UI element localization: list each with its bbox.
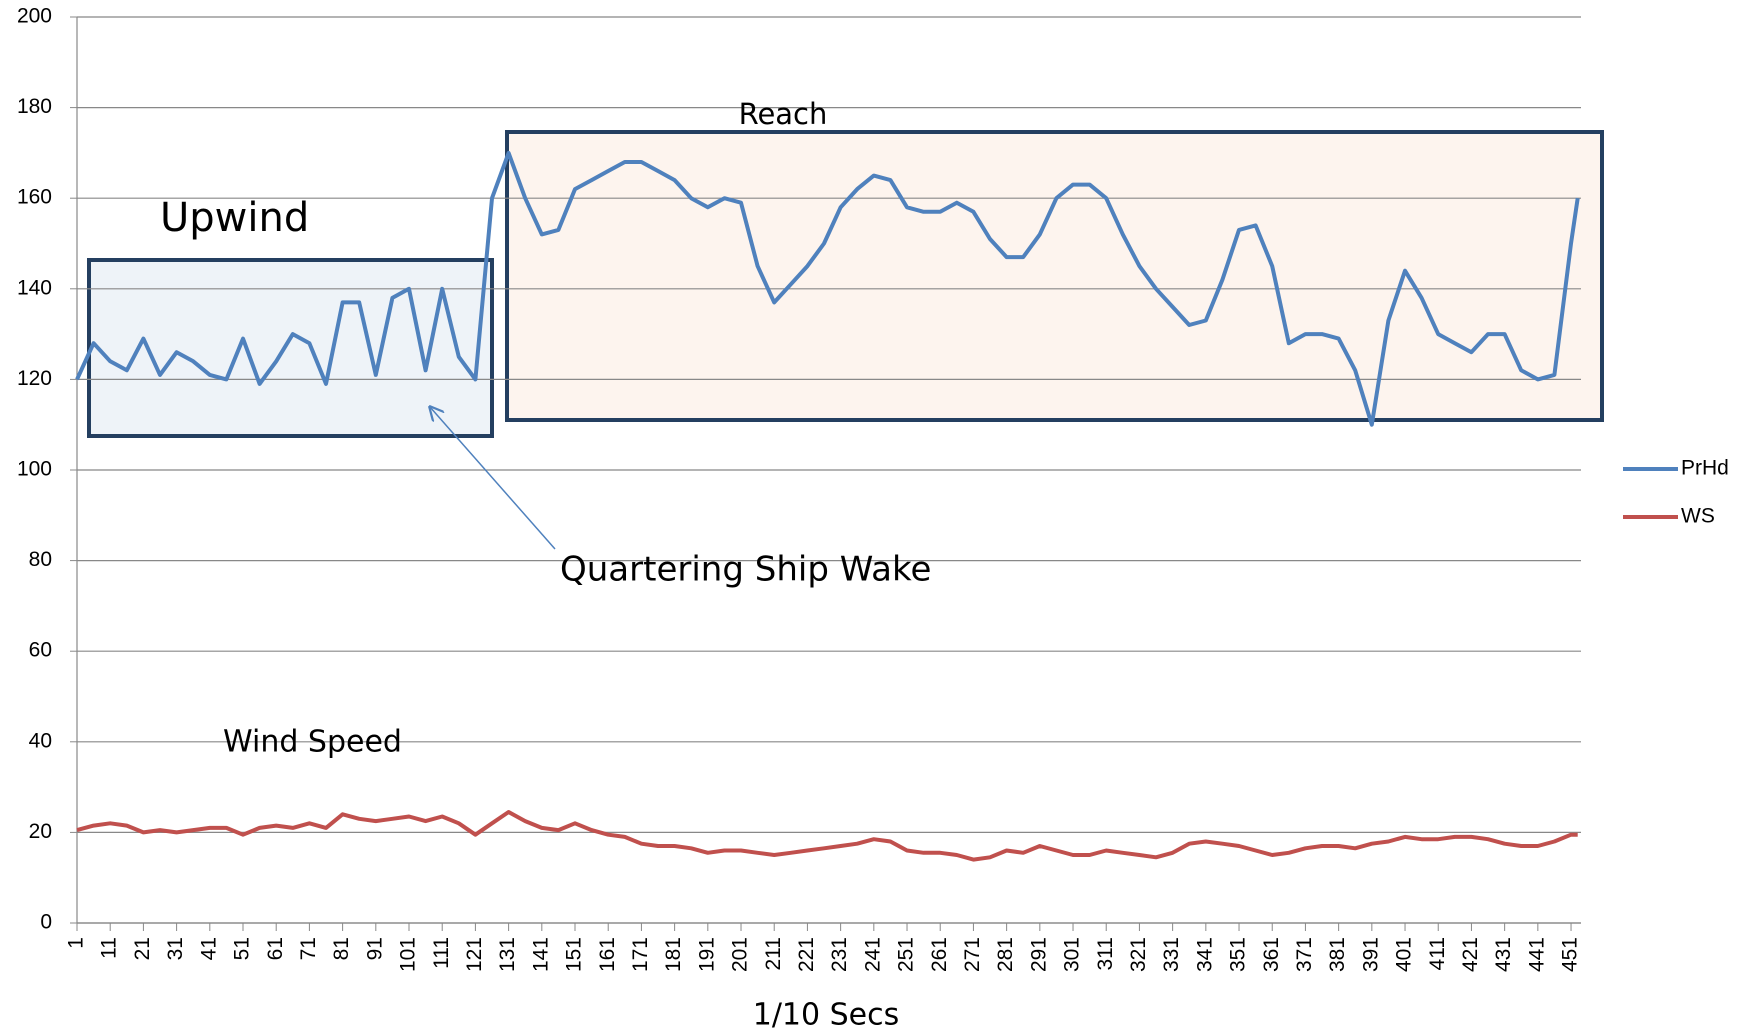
series-line <box>76 810 1578 862</box>
x-tick-label: 21 <box>131 937 154 960</box>
x-tick-label: 291 <box>1027 937 1050 972</box>
x-tick-label: 181 <box>662 937 685 972</box>
x-tick-label: 271 <box>961 937 984 972</box>
annotation: Upwind <box>160 195 309 241</box>
x-tick-label: 241 <box>861 937 884 972</box>
y-tick-label: 100 <box>17 458 52 481</box>
x-tick-label: 11 <box>98 937 121 959</box>
x-tick-label: 31 <box>164 937 187 960</box>
x-tick-label: 231 <box>828 937 851 972</box>
y-tick-label: 40 <box>29 729 52 752</box>
x-tick-label: 131 <box>496 937 519 972</box>
x-tick-label: 341 <box>1193 937 1216 972</box>
x-tick-label: 321 <box>1127 937 1150 972</box>
x-tick-label: 191 <box>695 937 718 972</box>
legend-label: WS <box>1681 505 1715 528</box>
annotation: Quartering Ship Wake <box>560 550 931 590</box>
x-tick-label: 221 <box>795 937 818 972</box>
x-tick-label: 71 <box>297 937 320 960</box>
y-tick-label: 160 <box>17 186 52 209</box>
x-tick-label: 151 <box>563 937 586 972</box>
x-tick-label: 61 <box>264 937 287 960</box>
annotation: Reach <box>739 97 828 131</box>
x-tick-label: 441 <box>1525 937 1548 972</box>
x-tick-label: 211 <box>762 937 785 970</box>
annotation: Wind Speed <box>223 725 402 760</box>
y-tick-label: 20 <box>29 820 52 843</box>
x-tick-label: 41 <box>197 937 220 960</box>
arrow <box>430 407 556 550</box>
legend-label: PrHd <box>1681 457 1729 480</box>
x-tick-label: 81 <box>330 937 353 960</box>
x-tick-label: 281 <box>994 937 1017 972</box>
x-tick-label: 91 <box>363 937 386 960</box>
reach-box <box>505 130 1604 422</box>
x-tick-label: 1 <box>65 937 88 949</box>
y-tick-label: 140 <box>17 276 52 299</box>
x-tick-label: 351 <box>1227 937 1250 972</box>
x-tick-label: 421 <box>1459 937 1482 972</box>
x-tick-label: 311 <box>1094 937 1117 970</box>
x-tick-label: 201 <box>729 937 752 972</box>
y-tick-label: 180 <box>17 95 52 118</box>
x-tick-label: 411 <box>1426 937 1449 970</box>
series-line <box>75 150 1580 427</box>
x-tick-label: 431 <box>1492 937 1515 972</box>
x-tick-label: 361 <box>1260 937 1283 972</box>
x-tick-label: 331 <box>1160 937 1183 972</box>
x-tick-label: 101 <box>397 937 420 972</box>
x-tick-label: 141 <box>529 937 552 972</box>
x-tick-label: 391 <box>1359 937 1382 972</box>
x-tick-label: 401 <box>1393 937 1416 972</box>
y-tick-label: 0 <box>40 911 52 934</box>
x-tick-label: 301 <box>1061 937 1084 972</box>
x-tick-label: 111 <box>430 937 453 969</box>
x-tick-label: 251 <box>895 937 918 972</box>
y-tick-label: 80 <box>29 548 52 571</box>
y-tick-label: 60 <box>29 639 52 662</box>
x-tick-label: 51 <box>231 937 254 960</box>
x-tick-label: 451 <box>1559 937 1582 972</box>
y-tick-label: 120 <box>17 367 52 390</box>
x-tick-label: 171 <box>629 937 652 972</box>
x-tick-label: 121 <box>463 937 486 972</box>
y-tick-label: 200 <box>17 5 52 28</box>
x-tick-label: 261 <box>928 937 951 972</box>
x-tick-label: 381 <box>1326 937 1349 972</box>
x-tick-label: 161 <box>596 937 619 972</box>
x-tick-label: 371 <box>1293 937 1316 972</box>
x-axis-title: 1/10 Secs <box>753 998 900 1031</box>
